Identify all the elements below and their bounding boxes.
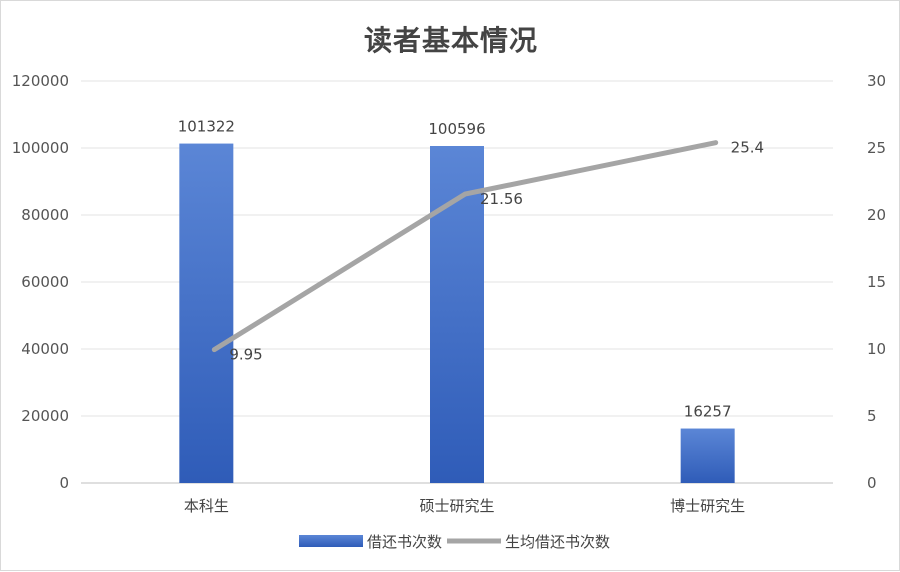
y-right-tick-label: 30	[867, 72, 886, 90]
category-label: 本科生	[184, 497, 229, 515]
line-data-label: 9.95	[229, 346, 262, 364]
y-right-tick-label: 5	[867, 407, 877, 425]
y-left-tick-label: 40000	[21, 340, 69, 358]
line-data-label: 21.56	[480, 190, 523, 208]
y-right-tick-label: 25	[867, 139, 886, 157]
bar	[179, 144, 233, 483]
y-left-tick-label: 20000	[21, 407, 69, 425]
legend-swatch-bar	[299, 535, 363, 547]
legend-label-bar: 借还书次数	[367, 533, 442, 551]
y-right-tick-label: 20	[867, 206, 886, 224]
category-label: 硕士研究生	[419, 497, 494, 515]
bar-data-label: 101322	[178, 118, 235, 136]
y-right-tick-label: 10	[867, 340, 886, 358]
y-left-tick-label: 120000	[12, 72, 69, 90]
y-left-tick-label: 80000	[21, 206, 69, 224]
category-label: 博士研究生	[670, 497, 745, 515]
line-data-label: 25.4	[731, 139, 764, 157]
bar-data-label: 100596	[428, 120, 485, 138]
y-left-tick-label: 100000	[12, 139, 69, 157]
y-right-tick-label: 15	[867, 273, 886, 291]
y-right-tick-label: 0	[867, 474, 877, 492]
bar	[681, 429, 735, 483]
legend-label-line: 生均借还书次数	[505, 533, 610, 551]
y-left-tick-label: 60000	[21, 273, 69, 291]
y-left-tick-label: 0	[59, 474, 69, 492]
bar-data-label: 16257	[684, 403, 732, 421]
